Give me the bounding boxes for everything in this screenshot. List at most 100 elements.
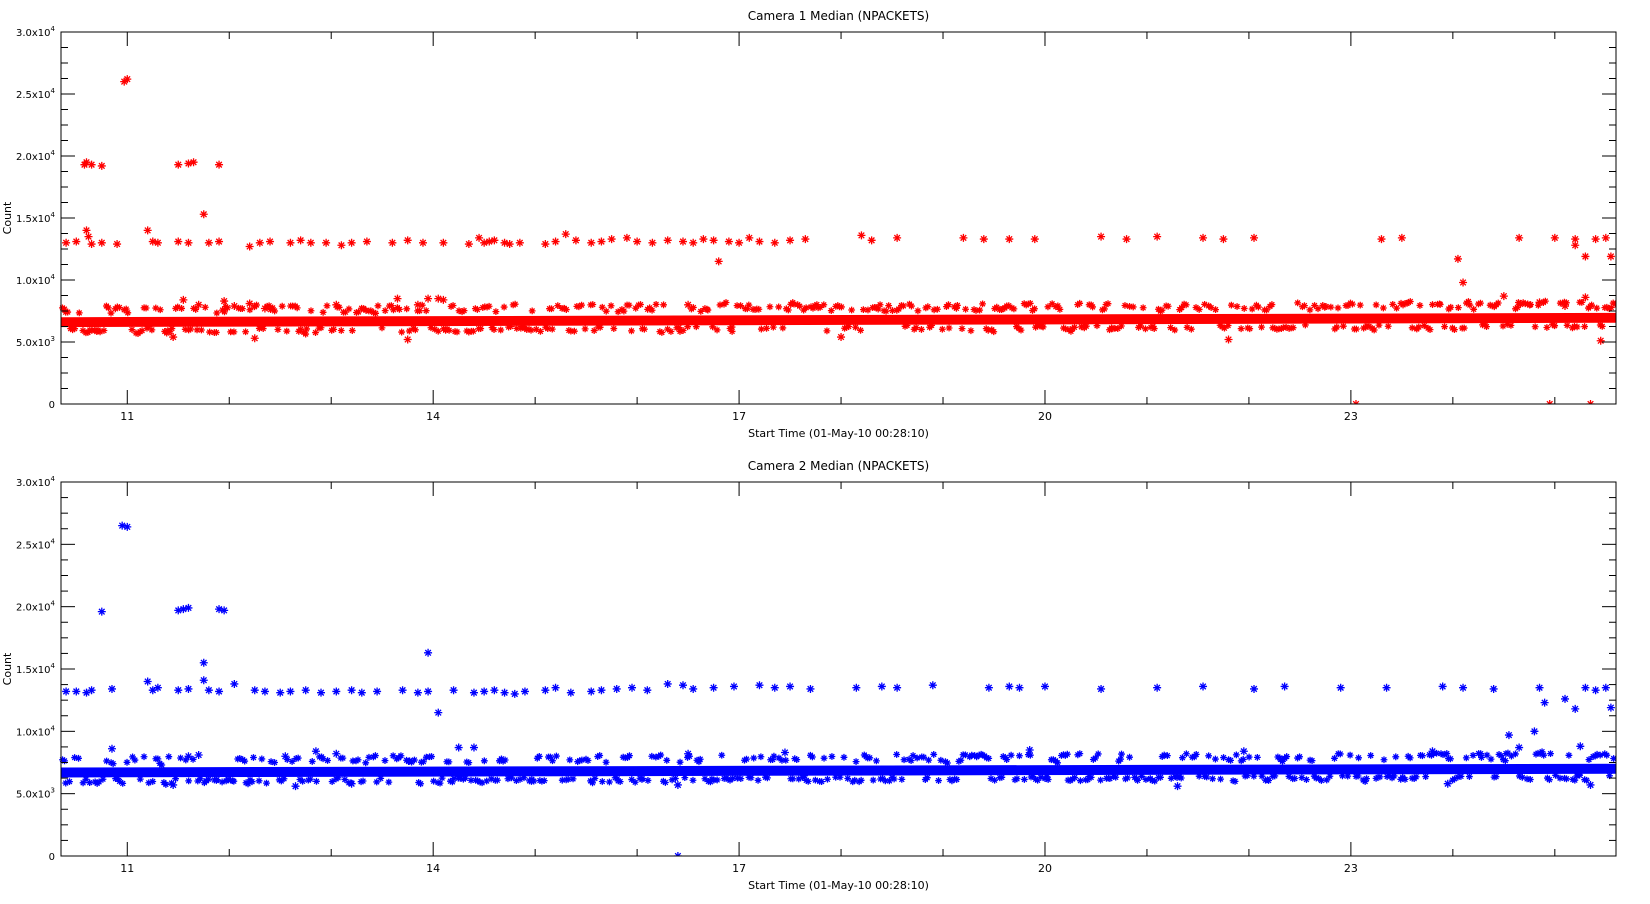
data-point [481, 757, 488, 764]
data-point [1088, 774, 1095, 781]
data-point [309, 758, 316, 765]
data-point [1296, 753, 1303, 760]
data-point [962, 306, 969, 313]
data-point [1376, 322, 1383, 329]
data-point [898, 776, 905, 783]
data-point [1126, 754, 1133, 761]
data-point [1205, 752, 1212, 759]
data-point [339, 755, 346, 762]
data-point [1233, 752, 1240, 759]
data-point [914, 755, 921, 762]
data-point [567, 689, 575, 697]
data-point [1097, 233, 1105, 241]
data-point [1415, 324, 1422, 331]
data-point [1571, 705, 1579, 713]
data-point [148, 326, 155, 333]
data-point [258, 756, 265, 763]
data-point [1140, 304, 1147, 311]
data-point [1212, 306, 1219, 313]
data-point [745, 234, 753, 242]
data-point [1015, 684, 1023, 692]
data-point [428, 753, 435, 760]
data-point [1089, 304, 1096, 311]
data-point [64, 309, 71, 316]
data-point [1232, 778, 1239, 785]
data-point [348, 780, 356, 788]
data-point [1381, 756, 1388, 763]
data-point [1581, 252, 1589, 260]
x-tick-label: 23 [1344, 410, 1358, 423]
data-point [939, 326, 946, 333]
data-point [220, 297, 228, 305]
data-point [375, 302, 382, 309]
data-point [934, 306, 941, 313]
data-point [1588, 302, 1595, 309]
data-point [737, 775, 744, 782]
data-point [61, 757, 68, 764]
x-tick-label: 17 [732, 862, 746, 875]
y-tick-label: 1.0x104 [16, 273, 56, 287]
data-point [782, 757, 789, 764]
data-point [818, 778, 825, 785]
y-axis-label: Count [1, 201, 14, 234]
data-point [246, 300, 254, 308]
data-point [954, 302, 961, 309]
data-point [684, 323, 691, 330]
data-point [276, 689, 284, 697]
data-point [1005, 682, 1013, 690]
data-point [837, 774, 844, 781]
data-point [805, 778, 812, 785]
data-point [184, 239, 192, 247]
data-point [184, 604, 192, 612]
data-point [976, 307, 983, 314]
data-point [637, 301, 644, 308]
data-point [1392, 753, 1399, 760]
data-point [674, 781, 682, 789]
data-point [1581, 323, 1588, 330]
data-point [1543, 324, 1550, 331]
data-point [398, 329, 405, 336]
data-point [549, 326, 556, 333]
data-point [292, 782, 300, 790]
data-point [1027, 752, 1034, 759]
data-point [928, 322, 935, 329]
data-point [829, 753, 836, 760]
data-point [572, 236, 580, 244]
data-point [1363, 775, 1370, 782]
data-point [1357, 302, 1364, 309]
data-point [1005, 235, 1013, 243]
data-point [179, 296, 187, 304]
data-point [723, 299, 730, 306]
data-point [1225, 322, 1232, 329]
data-point [1458, 773, 1465, 780]
data-point [349, 327, 356, 334]
data-point [249, 778, 256, 785]
data-point [88, 686, 96, 694]
data-point [681, 774, 688, 781]
data-point [1309, 757, 1316, 764]
data-point [621, 308, 628, 315]
data-point [603, 308, 610, 315]
data-point [332, 750, 340, 758]
data-point [570, 775, 577, 782]
data-point [1040, 324, 1047, 331]
data-point [162, 781, 169, 788]
data-point [820, 301, 827, 308]
data-point [1551, 234, 1559, 242]
data-point [789, 775, 796, 782]
data-point [200, 210, 208, 218]
data-point [1174, 782, 1182, 790]
data-point [439, 239, 447, 247]
data-point [75, 755, 82, 762]
data-point [1138, 773, 1145, 780]
data-point [1153, 684, 1161, 692]
data-point [824, 776, 831, 783]
data-point [141, 753, 148, 760]
data-point [873, 757, 880, 764]
data-point [119, 780, 126, 787]
y-tick-label: 1.5x104 [16, 211, 56, 225]
data-point [230, 680, 238, 688]
data-point [337, 241, 345, 249]
y-tick-label: 2.5x104 [16, 87, 56, 101]
data-point [1269, 301, 1276, 308]
